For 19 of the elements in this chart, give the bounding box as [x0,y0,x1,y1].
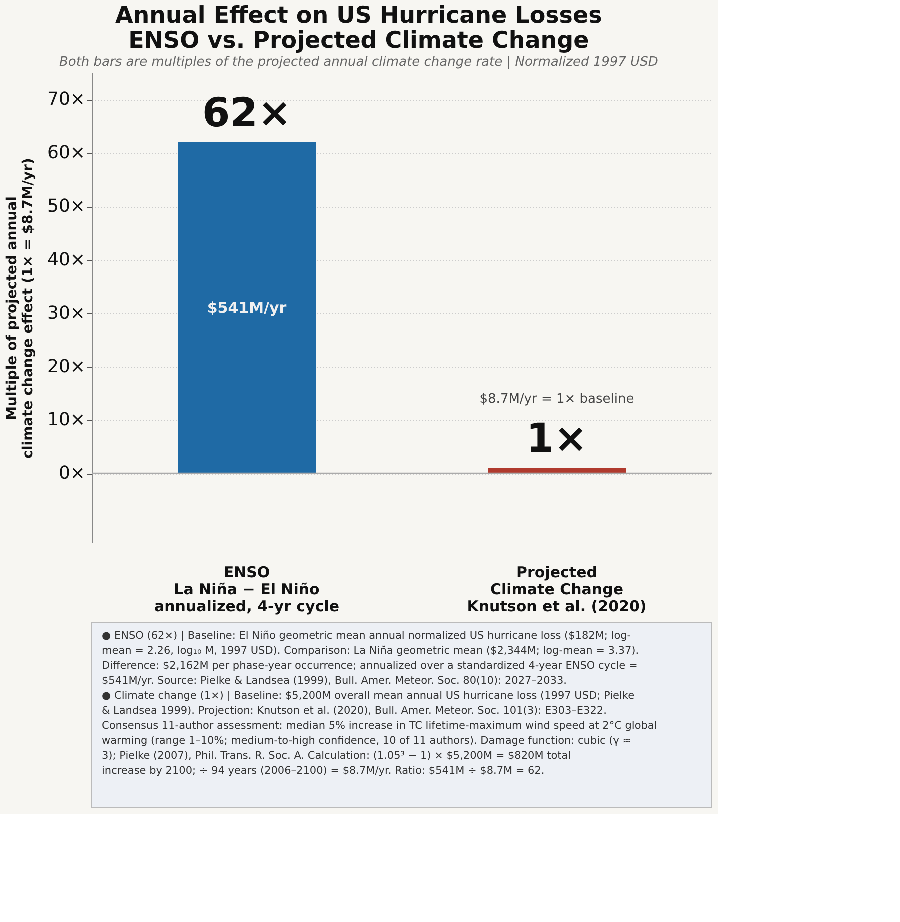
y-tick-label: 30× [48,302,86,324]
chart-subtitle: Both bars are multiples of the projected annual climate change rate | Normalized 1997 USD [59,55,658,70]
y-axis-title: Multiple of projected annual climate change effect (1× = $8.7M/yr) [4,158,37,459]
annotation: $541M/yr [207,299,288,317]
y-tick-label: 60× [48,142,86,164]
chart-title: Annual Effect on US Hurricane Losses ENSO vs. Projected Climate Change [115,3,602,54]
y-tick-label: 70× [48,89,86,110]
y-tick-label: 40× [48,249,86,270]
y-tick-label: 50× [48,196,86,218]
data-label: 62× [202,90,292,136]
x-tick-label: ENSO La Niña − El Niño annualized, 4-yr cycle [154,564,340,616]
x-tick-label: Projected Climate Change Knutson et al. (2020) [467,564,647,616]
y-tick-label: 10× [48,410,86,431]
text: ● ENSO (62×) | Baseline: El Niño geometric mean annual normalized US hurricane loss ($182M; log-mean = 2.26, log₁₀ M, 1997 USD). Comparison: La Niña geometric mean ($2,344M; log-mean = 3.37). Difference: $2,162M per phase-year occurrence; annualized over a standardized 4-year ENSO cycle = $541M/yr. Source: Pielke & Landsea (1999), Bull. Amer. Meteor. Soc. 80(10): 2027–2033. [102,630,640,687]
annotation: $8.7M/yr = 1× baseline [480,392,634,408]
y-tick-label: 20× [48,356,86,378]
y-tick-label: 0× [58,463,86,484]
text: ● Climate change (1×) | Baseline: $5,200M overall mean annual US hurricane loss (1997 USD; Pielke & Landsea 1999). Projection: Knutson et al. (2020), Bull. Amer. Meteor. Soc. 101(3): E303–E322. Consensus 11-author assessment: median 5% increase in TC lifetime-maximum wind speed at 2°C global warming (range 1–10%; medium-to-high confidence, 10 of 11 authors). Damage function: cubic (γ ≈ 3); Pielke (2007), Phil. Trans. R. Soc. A. Calculation: (1.05³ − 1) × $5,200M = $820M total increase by 2100; ÷ 94 years (2006–2100) = $8.7M/yr. Ratio: $541M ÷ $8.7M = 62. [102,690,658,777]
data-label: 1× [526,416,588,462]
